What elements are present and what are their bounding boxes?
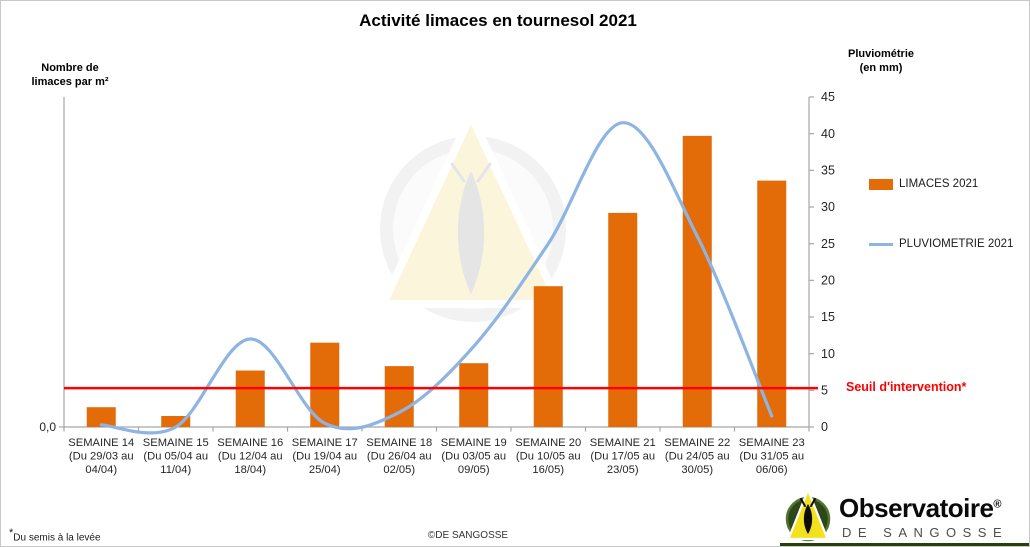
right-axis-title: Pluviométrie (en mm) [833, 47, 929, 75]
right-axis-tick-label: 10 [821, 347, 835, 361]
x-axis-category-label: SEMAINE 16 (Du 12/04 au 18/04) [217, 437, 283, 476]
logo-brand-word: Observatoire [839, 493, 994, 523]
x-axis-category-label: SEMAINE 14 (Du 29/03 au 04/04) [68, 437, 134, 476]
left-axis-tick-label: 0,0 [39, 420, 56, 434]
bar-semaine-21 [608, 212, 638, 427]
watermark-logo [379, 111, 566, 322]
left-axis-title: Nombre de limaces par m² [17, 61, 123, 89]
x-axis-category-label: SEMAINE 23 (Du 31/05 au 06/06) [739, 437, 805, 476]
x-axis-category-label: SEMAINE 22 (Du 24/05 au 30/05) [664, 437, 730, 476]
bar-semaine-14 [86, 407, 116, 427]
bar-semaine-22 [682, 135, 712, 427]
bar-semaine-17 [310, 342, 340, 427]
right-axis-tick-label: 0 [821, 420, 828, 434]
x-axis-category-label: SEMAINE 19 (Du 03/05 au 09/05) [441, 437, 507, 476]
x-axis-category-label: SEMAINE 20 (Du 10/05 au 16/05) [515, 437, 581, 476]
footnote-asterisk: * [9, 527, 14, 539]
right-axis-tick-label: 40 [821, 127, 835, 141]
right-axis-title-line2: (en mm) [859, 62, 903, 74]
right-axis-title-line1: Pluviométrie [847, 48, 915, 60]
left-axis-title-line1: Nombre de [41, 62, 99, 74]
legend-item-limaces: LIMACES 2021 [869, 178, 978, 190]
bar-semaine-19 [459, 363, 489, 427]
left-axis-title-line2: limaces par m² [31, 76, 109, 88]
footnote-text: Du semis à la levée [13, 532, 101, 544]
right-axis-tick-label: 15 [821, 310, 835, 324]
legend-item-pluviometrie: PLUVIOMETRIE 2021 [869, 238, 1013, 250]
copyright: ©DE SANGOSSE [427, 530, 509, 541]
x-axis-category-label: SEMAINE 21 (Du 17/05 au 23/05) [590, 437, 656, 476]
bar-semaine-16 [235, 370, 265, 427]
logo-green-bar [780, 543, 1029, 546]
registered-mark: ® [993, 498, 1002, 511]
legend-bar-swatch-icon [869, 178, 893, 190]
right-axis-tick-label: 25 [821, 237, 835, 251]
slug-triangle-logo-icon [785, 488, 831, 542]
right-axis-tick-label: 45 [821, 90, 835, 104]
legend-pluviometrie-label: PLUVIOMETRIE 2021 [899, 238, 1014, 250]
x-axis-category-label: SEMAINE 18 (Du 26/04 au 02/05) [366, 437, 432, 476]
pluviometrie-line [99, 121, 774, 435]
right-axis-tick-label: 5 [821, 384, 828, 398]
right-axis-tick-label: 30 [821, 200, 835, 214]
right-axis-tick-label: 35 [821, 164, 835, 178]
threshold-label: Seuil d'intervention* [846, 380, 967, 394]
logo-subbrand-text: DE SANGOSSE [842, 525, 1009, 540]
logo-brand-text: Observatoire® [839, 493, 1001, 524]
page-title: Activité limaces en tournesol 2021 [359, 11, 637, 30]
legend-line-swatch-icon [869, 242, 893, 246]
x-axis-category-label: SEMAINE 17 (Du 19/04 au 25/04) [292, 437, 358, 476]
x-axis-category-label: SEMAINE 15 (Du 05/04 au 11/04) [143, 437, 209, 476]
right-axis-tick-label: 20 [821, 274, 835, 288]
bar-semaine-23 [757, 180, 787, 427]
bar-semaine-15 [161, 416, 191, 427]
legend-limaces-label: LIMACES 2021 [899, 178, 979, 190]
footnote: *Du semis à la levée [9, 527, 101, 543]
bar-semaine-20 [533, 286, 563, 427]
